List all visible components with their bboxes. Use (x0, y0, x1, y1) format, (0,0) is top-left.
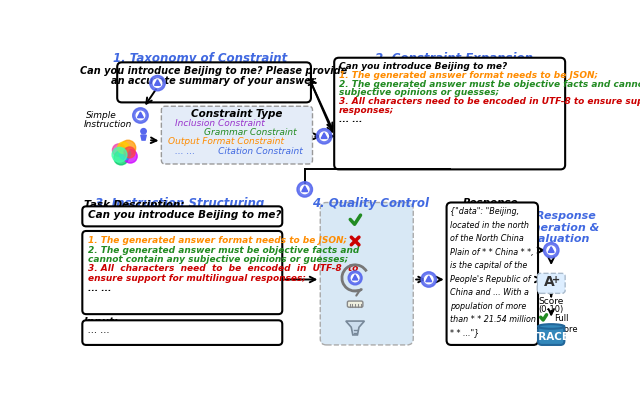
Text: ... ...: ... ... (88, 324, 109, 334)
Circle shape (547, 246, 556, 255)
Text: Full
Score: Full Score (554, 313, 578, 333)
Text: is the capital of the: is the capital of the (451, 260, 528, 270)
Text: 2. The generated answer must be objective facts and: 2. The generated answer must be objectiv… (88, 245, 359, 254)
Text: 3. All characters need to be encoded in UTF-8 to ensure support for multilingual: 3. All characters need to be encoded in … (339, 97, 640, 106)
FancyBboxPatch shape (538, 327, 564, 345)
Polygon shape (321, 134, 327, 139)
Text: 5. Response
Generation &
Evaluation: 5. Response Generation & Evaluation (516, 211, 599, 244)
Text: Input:: Input: (84, 317, 119, 327)
Text: ensure support for multilingual responses;: ensure support for multilingual response… (88, 273, 306, 282)
FancyBboxPatch shape (83, 231, 282, 314)
Ellipse shape (538, 324, 564, 329)
Text: Score: Score (538, 296, 564, 305)
Polygon shape (138, 113, 143, 118)
FancyBboxPatch shape (83, 320, 282, 345)
Text: ... ...: ... ... (339, 115, 362, 124)
Text: 3. Instruction Structuring: 3. Instruction Structuring (95, 197, 264, 210)
Text: 4. Quality Control: 4. Quality Control (312, 197, 429, 210)
Text: 2. Constraint Expansion: 2. Constraint Expansion (375, 52, 533, 65)
Text: ... ...        Citation Constraint: ... ... Citation Constraint (175, 147, 302, 156)
Polygon shape (141, 136, 147, 141)
Text: ... ...: ... ... (88, 283, 111, 292)
Circle shape (301, 186, 309, 194)
Text: People's Republic of: People's Republic of (451, 274, 531, 283)
Circle shape (124, 147, 135, 159)
FancyBboxPatch shape (447, 203, 538, 345)
Circle shape (119, 149, 131, 160)
Text: than * * 21.54 million: than * * 21.54 million (451, 314, 536, 323)
Text: cannot contain any subjective opinions or guesses;: cannot contain any subjective opinions o… (88, 254, 348, 263)
Text: population of more: population of more (451, 301, 527, 310)
Text: Can you introduce Beijing to me?: Can you introduce Beijing to me? (88, 210, 281, 220)
Text: 1. The generated answer format needs to be JSON;: 1. The generated answer format needs to … (339, 70, 598, 79)
Polygon shape (154, 81, 161, 86)
Text: +: + (552, 275, 560, 285)
Text: 1. The generated answer format needs to be JSON;: 1. The generated answer format needs to … (88, 235, 347, 244)
Polygon shape (302, 186, 308, 192)
Text: Can you introduce Beijing to me?: Can you introduce Beijing to me? (339, 62, 507, 70)
Text: located in the north: located in the north (451, 220, 529, 229)
Polygon shape (353, 275, 358, 280)
Text: Instruction: Instruction (84, 119, 132, 128)
Circle shape (297, 182, 312, 198)
Circle shape (112, 148, 127, 163)
Text: * * ..."}: * * ..."} (451, 328, 480, 337)
Circle shape (132, 109, 148, 124)
FancyBboxPatch shape (161, 107, 312, 164)
Polygon shape (346, 321, 364, 335)
FancyBboxPatch shape (334, 59, 565, 170)
Circle shape (150, 76, 165, 92)
Text: A: A (543, 274, 554, 288)
Text: China and ... With a: China and ... With a (451, 288, 529, 296)
Text: Output Format Constraint: Output Format Constraint (168, 137, 284, 146)
Text: Task Description:: Task Description: (84, 200, 184, 210)
Circle shape (113, 145, 125, 157)
Text: {"data": "Beijing,: {"data": "Beijing, (451, 207, 520, 216)
Text: Response: Response (463, 198, 518, 208)
Text: Inclusion Constraint: Inclusion Constraint (175, 119, 264, 128)
Text: Plain of * * China * *,: Plain of * * China * *, (451, 247, 534, 256)
Text: 3. All  characters  need  to  be  encoded  in  UTF-8  to: 3. All characters need to be encoded in … (88, 264, 358, 273)
Circle shape (316, 129, 332, 145)
Circle shape (351, 275, 359, 282)
Circle shape (114, 151, 128, 166)
Text: TRACE: TRACE (532, 331, 570, 341)
Polygon shape (548, 247, 554, 253)
FancyBboxPatch shape (320, 203, 413, 345)
Text: Can you introduce Beijing to me? Please provide: Can you introduce Beijing to me? Please … (81, 66, 348, 76)
Text: responses;: responses; (339, 106, 394, 115)
Circle shape (424, 275, 433, 284)
Circle shape (348, 271, 362, 285)
Text: Constraints:: Constraints: (84, 229, 156, 239)
Text: Grammar Constraint: Grammar Constraint (204, 128, 296, 137)
FancyBboxPatch shape (537, 274, 565, 294)
Text: 2. The generated answer must be objective facts and cannot contain any: 2. The generated answer must be objectiv… (339, 79, 640, 88)
Text: of the North China: of the North China (451, 234, 524, 243)
Circle shape (543, 243, 559, 258)
Circle shape (153, 80, 162, 88)
FancyBboxPatch shape (83, 207, 282, 227)
Circle shape (421, 272, 436, 288)
Text: an accurate summary of your answer.: an accurate summary of your answer. (111, 75, 317, 85)
Circle shape (118, 143, 129, 154)
Text: Simple: Simple (86, 111, 117, 120)
Circle shape (120, 141, 136, 156)
Circle shape (136, 112, 145, 120)
FancyBboxPatch shape (117, 63, 311, 103)
Text: subjective opinions or guesses;: subjective opinions or guesses; (339, 88, 499, 97)
FancyBboxPatch shape (348, 301, 363, 307)
Circle shape (320, 133, 328, 141)
Text: 1. Taxonomy of Constraint: 1. Taxonomy of Constraint (113, 52, 287, 65)
Text: Constraint Type: Constraint Type (191, 109, 282, 119)
Circle shape (124, 150, 137, 164)
Circle shape (141, 129, 147, 134)
Polygon shape (426, 276, 432, 282)
Text: (0-10): (0-10) (539, 305, 564, 313)
